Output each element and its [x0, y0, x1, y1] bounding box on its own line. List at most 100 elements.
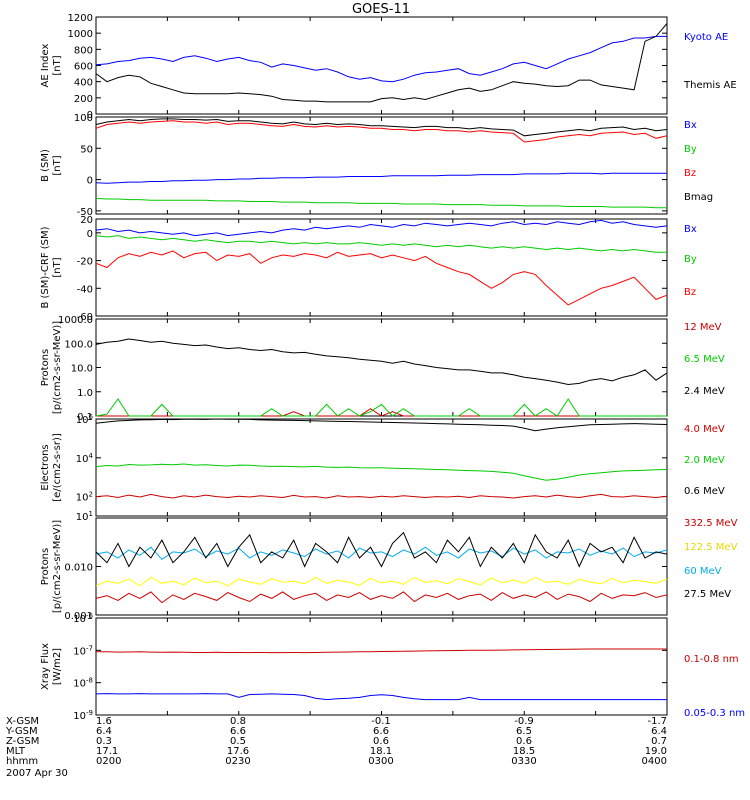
y-tick-label: -60 [77, 312, 93, 323]
legend-entry: Bx [684, 224, 697, 235]
y-tick-label: -50 [77, 207, 93, 218]
y-axis-units: [nT] [52, 257, 63, 277]
y-tick-label: 102 [76, 491, 93, 504]
footer-value: 0330 [511, 756, 536, 767]
footer-value: 0.7 [651, 736, 667, 747]
footer-value: 6.4 [96, 726, 112, 737]
y-tick-label: 0.1 [77, 412, 93, 423]
series-line-bx [95, 219, 668, 237]
ephemeris-footer: X-GSM 1.6 0.8 -0.1 -0.9 -1.7 Y-GSM 6.4 6.6 6.6 6.5… [5, 716, 667, 779]
y-tick-label: 106 [76, 413, 94, 426]
footer-value: 18.1 [370, 746, 392, 757]
panel-7: 10-9 10-8 10-7 10-6 Xray Flux [W/m2] 0.1-0.8 n… [40, 612, 745, 722]
series-line-60-mev [95, 546, 668, 561]
legend-entry: 2.4 MeV [684, 386, 725, 397]
series-line-bx [95, 172, 667, 184]
y-tick-label: 10-6 [73, 612, 93, 625]
footer-row-label: hhmm [6, 756, 38, 767]
y-axis-label: B (SM) [40, 149, 51, 182]
footer-value: 0.3 [96, 736, 112, 747]
y-axis-units: [W/m2] [52, 648, 63, 685]
legend-entry: 0.05-0.3 nm [684, 708, 745, 719]
y-axis-units: [nT] [52, 155, 63, 175]
y-axis-label: Protons [40, 349, 51, 386]
y-tick-label: 10-8 [73, 677, 93, 690]
series-line-by [95, 235, 667, 253]
footer-value: 18.5 [513, 746, 535, 757]
y-axis-units: [p/(cm2-s-sr-MeV)] [52, 520, 63, 613]
y-tick-label: 1200 [68, 13, 93, 24]
footer-value: 1.6 [96, 716, 112, 727]
legend-entry: 60 MeV [684, 566, 722, 577]
y-tick-label: -20 [77, 257, 93, 268]
footer-value: 0.6 [373, 736, 389, 747]
y-tick-label: 400 [74, 78, 93, 89]
footer-row-label: X-GSM [6, 716, 39, 727]
series-line-0-1-0-8-nm [96, 648, 667, 654]
footer-row-label: Z-GSM [6, 736, 39, 747]
legend-entry: Bx [684, 120, 697, 131]
footer-value: 0230 [225, 756, 250, 767]
series-line-2-4-mev [95, 338, 668, 386]
footer-value: 6.4 [651, 726, 667, 737]
y-tick-label: 0 [87, 229, 93, 240]
legend-entry: 12 MeV [684, 322, 722, 333]
series-line-4-0-mev [95, 493, 668, 499]
legend-entry: 122.5 MeV [684, 542, 738, 553]
footer-value: 0200 [96, 756, 121, 767]
footer-row-label: Y-GSM [5, 726, 38, 737]
y-axis-label: Xray Flux [40, 643, 51, 690]
series-line-bz [95, 250, 668, 306]
footer-value: 6.5 [516, 726, 532, 737]
footer-row-label: MLT [6, 746, 26, 757]
panel-frame [95, 16, 668, 115]
y-tick-label: 1.0 [77, 388, 93, 399]
y-tick-label: 10.0 [71, 364, 93, 375]
panel-2: -50 0 50 100 B (SM) [nT] Bx By Bz Bmag [40, 113, 713, 218]
footer-value: 19.0 [645, 746, 667, 757]
footer-value: 0.5 [230, 736, 246, 747]
panel-frame [95, 318, 668, 417]
footer-value: 6.6 [373, 726, 389, 737]
y-tick-label: 0.010 [64, 563, 93, 574]
footer-value: 6.6 [230, 726, 246, 737]
footer-value: -1.7 [647, 716, 667, 727]
y-tick-label: 600 [74, 62, 93, 73]
legend-entry: By [684, 254, 697, 265]
y-tick-label: 0 [87, 176, 93, 187]
panel-4: 0.1 1.0 10.0 100.0 1000.0 Protons [p/(cm2-s-sr… [40, 315, 725, 423]
y-tick-label: 0 [87, 110, 93, 121]
series-line-332-5-mev [95, 591, 668, 604]
y-axis-label: Electrons [40, 444, 51, 490]
footer-value: 0400 [642, 756, 667, 767]
y-tick-label: 200 [74, 94, 93, 105]
y-tick-label: 800 [74, 45, 93, 56]
y-tick-label: 1000 [68, 29, 93, 40]
y-tick-label: 100.0 [64, 339, 93, 350]
legend-entry: 6.5 MeV [684, 354, 725, 365]
y-tick-label: 50 [80, 144, 93, 155]
footer-value: 0.6 [516, 736, 532, 747]
series-line-27-5-mev [95, 531, 668, 568]
footer-value: 17.6 [227, 746, 249, 757]
y-axis-units: [e/(cm2-s-sr)] [52, 433, 63, 502]
panel-frame [95, 617, 668, 716]
legend-entry: 2.0 MeV [684, 455, 725, 466]
y-tick-label: 20 [80, 215, 93, 226]
y-tick-label: -40 [77, 284, 93, 295]
series-line-bmag [95, 118, 668, 137]
y-axis-label: Protons [40, 548, 51, 585]
y-tick-label: 10-7 [73, 644, 93, 657]
y-axis-units: [nT] [52, 55, 63, 75]
footer-value: 0300 [368, 756, 393, 767]
legend-entry: 4.0 MeV [684, 424, 725, 435]
series-line-0-05-0-3-nm [95, 693, 667, 701]
y-tick-label: 1000.0 [58, 315, 93, 326]
footer-date: 2007 Apr 30 [6, 768, 68, 779]
panel-frame [95, 116, 668, 215]
legend-entry: Themis AE [683, 80, 737, 91]
legend-entry: Bz [684, 168, 696, 179]
panel-1: 0 200 400 600 800 1000 1200 AE Index [nT] Kyoto A… [40, 13, 737, 121]
legend-entry: Bz [684, 287, 696, 298]
legend-entry: Bmag [684, 192, 713, 203]
